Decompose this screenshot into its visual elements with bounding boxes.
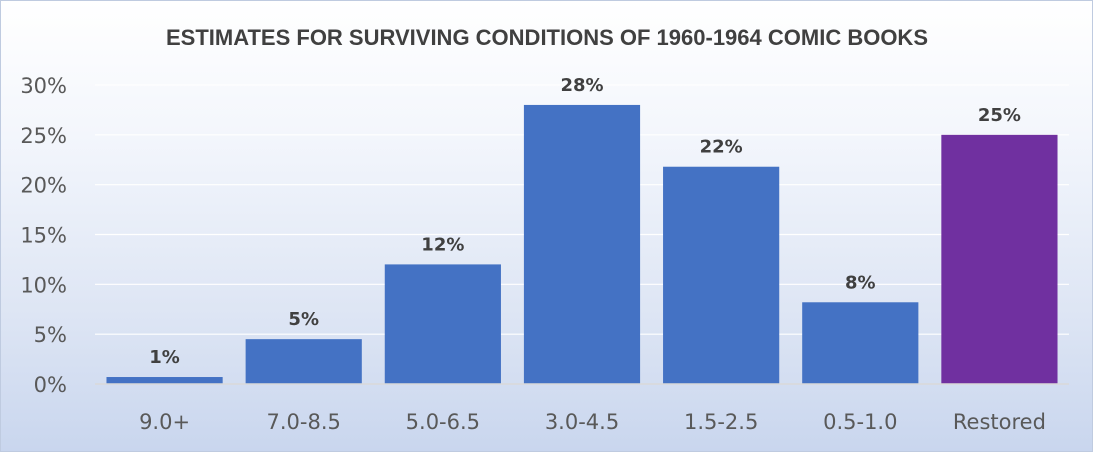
data-label: 12% (421, 234, 464, 255)
bars (106, 104, 1058, 384)
bar-2 (384, 264, 501, 384)
bar-0 (106, 377, 223, 384)
data-label: 1% (149, 347, 180, 368)
x-tick-label: 0.5-1.0 (823, 410, 897, 434)
bar-1 (245, 339, 362, 384)
y-axis-ticks: 0% 5% 10% 15% 20% 25% 30% (20, 74, 67, 397)
data-label: 5% (288, 309, 319, 330)
bar-4 (663, 166, 780, 384)
x-tick-label: 5.0-6.5 (406, 410, 480, 434)
x-tick-label: Restored (953, 410, 1046, 434)
data-label: 25% (978, 105, 1021, 126)
chart-title: ESTIMATES FOR SURVIVING CONDITIONS OF 19… (166, 25, 928, 50)
y-tick-label: 0% (34, 373, 67, 397)
y-tick-label: 10% (20, 273, 67, 297)
y-tick-label: 20% (20, 174, 67, 198)
y-tick-label: 30% (20, 74, 67, 98)
bar-6 (941, 134, 1058, 384)
y-tick-label: 5% (34, 323, 67, 347)
data-label: 22% (700, 137, 743, 158)
x-tick-label: 1.5-2.5 (684, 410, 758, 434)
y-tick-label: 25% (20, 124, 67, 148)
x-axis-ticks: 9.0+ 7.0-8.5 5.0-6.5 3.0-4.5 1.5-2.5 0.5-1.0 R… (139, 410, 1046, 434)
y-tick-label: 15% (20, 224, 67, 248)
bar-3 (523, 104, 641, 384)
data-label: 28% (560, 75, 603, 96)
x-tick-label: 7.0-8.5 (267, 410, 341, 434)
x-tick-label: 9.0+ (139, 410, 190, 434)
data-label: 8% (845, 272, 876, 293)
bar-5 (802, 302, 919, 384)
data-labels: 1% 5% 12% 28% 22% 8% 25% (149, 75, 1021, 368)
x-tick-label: 3.0-4.5 (545, 410, 619, 434)
